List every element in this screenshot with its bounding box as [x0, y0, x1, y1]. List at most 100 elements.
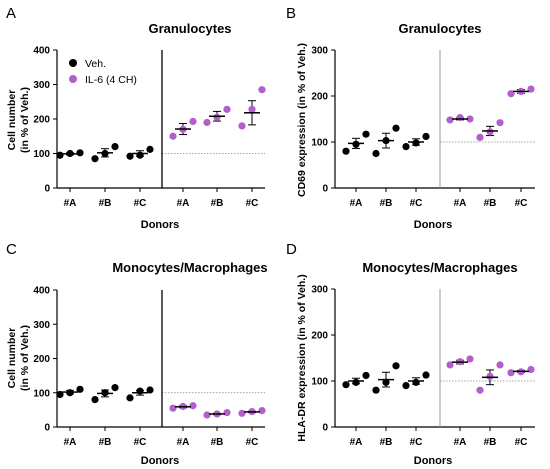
- x-tick-label-b: #A: [454, 198, 467, 209]
- panel-a: A Granulocytes Cell number (in % of Veh.…: [6, 5, 266, 231]
- legend-marker-il6: [69, 75, 77, 83]
- x-axis-label-d: Donors: [414, 455, 453, 467]
- panel-letter-d: D: [286, 241, 297, 258]
- data-point-il6-b: [476, 133, 484, 141]
- x-axis-label-a: Donors: [141, 219, 180, 231]
- data-point-veh-a: [146, 145, 154, 153]
- data-point-il6-d: [527, 365, 535, 374]
- data-point-veh-b: [362, 130, 370, 138]
- y-tick-label-d: 200: [311, 331, 328, 342]
- data-point-veh-b: [422, 132, 430, 141]
- x-tick-label-c: #B: [99, 437, 112, 448]
- data-point-il6-b: [486, 128, 494, 136]
- x-tick-label-d: #B: [380, 437, 393, 448]
- y-tick-label-a: 100: [33, 149, 50, 160]
- data-point-il6-b: [456, 114, 464, 122]
- x-axis-label-b: Donors: [414, 219, 453, 231]
- y-axis-label-d: HLA-DR expression (in % of Veh.): [296, 274, 308, 441]
- legend-label-veh: Veh.: [85, 58, 106, 70]
- data-point-veh-b: [352, 140, 360, 148]
- y-tick-label-d: 300: [311, 285, 328, 296]
- data-point-veh-b: [372, 149, 380, 158]
- data-point-il6-a: [213, 113, 221, 121]
- data-point-il6-d: [496, 361, 504, 369]
- data-point-il6-c: [189, 402, 197, 410]
- y-axis-label-a-line2: (in % of Veh.): [19, 87, 31, 153]
- x-tick-label-c: #C: [246, 437, 259, 448]
- data-point-veh-d: [412, 378, 420, 386]
- data-point-veh-a: [56, 151, 64, 159]
- panel-b: B Granulocytes CD69 expression (in % of …: [286, 5, 535, 231]
- panel-letter-c: C: [6, 241, 17, 258]
- data-point-il6-d: [446, 361, 454, 369]
- data-point-il6-c: [169, 404, 177, 412]
- x-tick-label-b: #B: [484, 198, 497, 209]
- y-tick-label-d: 0: [322, 423, 328, 434]
- y-axis-label-c-line1: Cell number: [6, 328, 18, 389]
- data-point-veh-d: [392, 362, 400, 370]
- y-tick-label-c: 400: [33, 286, 50, 297]
- y-tick-label-c: 200: [33, 354, 50, 365]
- legend-marker-veh: [69, 59, 77, 67]
- chart-title-a: Granulocytes: [148, 21, 231, 36]
- x-axis-label-c: Donors: [141, 455, 180, 467]
- chart-title-d: Monocytes/Macrophages: [362, 260, 517, 275]
- y-tick-label-a: 400: [33, 46, 50, 57]
- x-tick-label-d: #A: [454, 437, 467, 448]
- x-tick-label-a: #A: [64, 198, 77, 209]
- panel-letter-b: B: [286, 5, 296, 22]
- x-tick-label-c: #A: [177, 437, 190, 448]
- x-tick-label-a: #B: [99, 198, 112, 209]
- data-point-il6-d: [466, 355, 474, 363]
- data-point-il6-b: [466, 115, 474, 123]
- y-tick-label-b: 300: [311, 46, 328, 57]
- data-point-veh-b: [342, 147, 350, 155]
- y-tick-label-c: 100: [33, 388, 50, 399]
- data-point-veh-a: [111, 143, 119, 151]
- data-point-veh-c: [56, 390, 64, 399]
- data-point-veh-d: [372, 386, 380, 394]
- data-point-veh-b: [412, 139, 420, 147]
- data-point-il6-b: [527, 85, 535, 93]
- data-point-veh-d: [352, 378, 360, 386]
- data-point-veh-b: [392, 124, 400, 132]
- y-axis-label-b: CD69 expression (in % of Veh.): [296, 43, 308, 197]
- data-point-il6-d: [486, 372, 494, 380]
- data-point-il6-d: [507, 369, 515, 377]
- data-point-veh-d: [362, 371, 370, 380]
- x-tick-label-d: #A: [350, 437, 363, 448]
- data-point-il6-b: [496, 119, 504, 127]
- x-tick-label-b: #B: [380, 198, 393, 209]
- x-tick-label-c: #C: [134, 437, 147, 448]
- panel-d: D Monocytes/Macrophages HLA-DR expressio…: [286, 241, 535, 467]
- data-point-veh-c: [126, 394, 134, 402]
- y-tick-label-d: 100: [311, 377, 328, 388]
- data-point-veh-d: [402, 382, 410, 390]
- panel-letter-a: A: [6, 5, 16, 22]
- panel-c: C Monocytes/Macrophages Cell number (in …: [6, 241, 268, 467]
- data-point-veh-c: [136, 387, 144, 395]
- y-tick-label-b: 200: [311, 92, 328, 103]
- data-point-veh-d: [422, 371, 430, 379]
- data-point-il6-b: [507, 90, 515, 98]
- x-tick-label-b: #C: [515, 198, 528, 209]
- data-point-veh-b: [402, 143, 410, 151]
- x-tick-label-d: #B: [484, 437, 497, 448]
- data-point-il6-d: [476, 386, 484, 394]
- data-point-il6-a: [189, 117, 197, 126]
- y-tick-label-b: 0: [322, 184, 328, 195]
- y-tick-label-b: 100: [311, 138, 328, 149]
- chart-title-c: Monocytes/Macrophages: [112, 260, 267, 275]
- data-point-veh-a: [76, 149, 84, 157]
- data-point-il6-a: [238, 122, 246, 130]
- data-point-il6-c: [223, 409, 231, 417]
- x-tick-label-d: #C: [410, 437, 423, 448]
- data-point-il6-b: [446, 116, 454, 124]
- data-point-veh-d: [382, 378, 390, 386]
- data-point-il6-a: [169, 132, 177, 140]
- x-tick-label-a: #A: [177, 198, 190, 209]
- data-point-veh-a: [136, 151, 144, 159]
- x-tick-label-a: #B: [211, 198, 224, 209]
- x-tick-label-c: #B: [211, 437, 224, 448]
- x-tick-label-d: #C: [515, 437, 528, 448]
